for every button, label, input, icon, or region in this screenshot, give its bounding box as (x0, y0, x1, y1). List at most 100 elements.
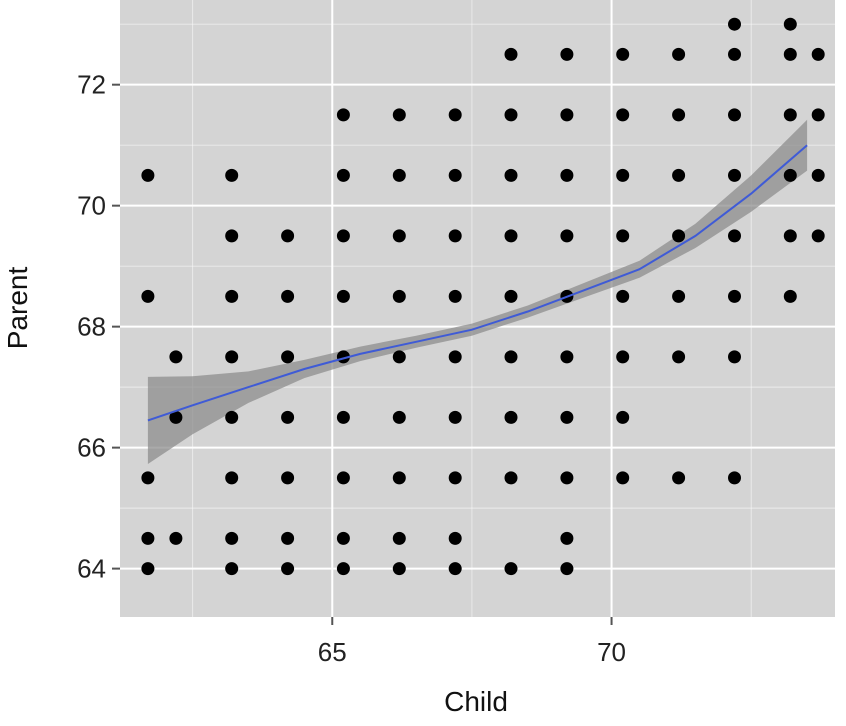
data-point (672, 168, 686, 182)
data-point (225, 531, 239, 545)
data-point (225, 410, 239, 424)
data-point (783, 47, 797, 61)
y-tick-label: 72 (77, 70, 106, 100)
data-point (504, 471, 518, 485)
data-point (616, 410, 630, 424)
data-point (336, 410, 350, 424)
data-point (811, 108, 825, 122)
data-point (169, 410, 183, 424)
data-point (672, 229, 686, 243)
data-point (728, 168, 741, 182)
data-point (281, 531, 295, 545)
data-point (560, 531, 574, 545)
data-point (616, 47, 630, 61)
data-point (783, 229, 797, 243)
data-point (336, 531, 350, 545)
data-point (672, 289, 686, 303)
data-point (811, 47, 825, 61)
data-point (392, 289, 406, 303)
data-point (225, 229, 239, 243)
data-point (281, 562, 295, 576)
data-points (141, 17, 825, 576)
data-point (448, 168, 462, 182)
data-point (336, 562, 350, 576)
data-point (281, 410, 295, 424)
y-tick-label: 64 (77, 554, 106, 584)
data-point (392, 531, 406, 545)
data-point (728, 47, 741, 61)
data-point (448, 410, 462, 424)
x-tick-label: 70 (597, 637, 626, 667)
x-axis-title: Child (444, 686, 508, 717)
data-point (336, 289, 350, 303)
y-tick-label: 68 (77, 312, 106, 342)
data-point (560, 562, 574, 576)
data-point (560, 47, 574, 61)
data-point (336, 229, 350, 243)
data-point (225, 471, 239, 485)
data-point (281, 350, 295, 364)
data-point (811, 229, 825, 243)
data-point (336, 108, 350, 122)
data-point (141, 531, 155, 545)
data-point (560, 410, 574, 424)
data-point (783, 289, 797, 303)
smooth-line (147, 144, 808, 422)
data-point (728, 17, 741, 31)
data-point (616, 471, 630, 485)
data-point (811, 168, 825, 182)
data-point (392, 410, 406, 424)
data-point (281, 289, 295, 303)
data-point (281, 229, 295, 243)
data-point (783, 17, 797, 31)
data-point (336, 471, 350, 485)
data-point (504, 562, 518, 576)
data-point (392, 168, 406, 182)
data-point (560, 168, 574, 182)
data-point (504, 410, 518, 424)
data-point (728, 229, 741, 243)
data-point (448, 108, 462, 122)
y-tick-label: 70 (77, 191, 106, 221)
data-point (504, 47, 518, 61)
data-point (728, 471, 741, 485)
data-point (392, 108, 406, 122)
data-point (560, 471, 574, 485)
data-point (141, 562, 155, 576)
data-point (448, 531, 462, 545)
data-point (225, 168, 239, 182)
data-point (141, 471, 155, 485)
data-point (728, 350, 741, 364)
data-point (616, 289, 630, 303)
data-point (504, 108, 518, 122)
data-point (225, 562, 239, 576)
data-point (448, 471, 462, 485)
data-point (448, 350, 462, 364)
data-point (728, 289, 741, 303)
data-point (616, 229, 630, 243)
data-point (141, 168, 155, 182)
data-point (169, 350, 183, 364)
data-point (672, 47, 686, 61)
data-point (504, 168, 518, 182)
data-point (616, 350, 630, 364)
data-point (281, 471, 295, 485)
data-point (448, 229, 462, 243)
data-point (169, 531, 183, 545)
data-point (504, 350, 518, 364)
data-point (448, 562, 462, 576)
x-tick-label: 65 (318, 637, 347, 667)
data-point (392, 471, 406, 485)
data-point (728, 108, 741, 122)
data-point (392, 562, 406, 576)
data-point (448, 289, 462, 303)
data-point (504, 229, 518, 243)
data-point (783, 108, 797, 122)
data-point (560, 108, 574, 122)
data-point (225, 289, 239, 303)
data-point (504, 289, 518, 303)
data-point (560, 350, 574, 364)
data-point (783, 168, 797, 182)
